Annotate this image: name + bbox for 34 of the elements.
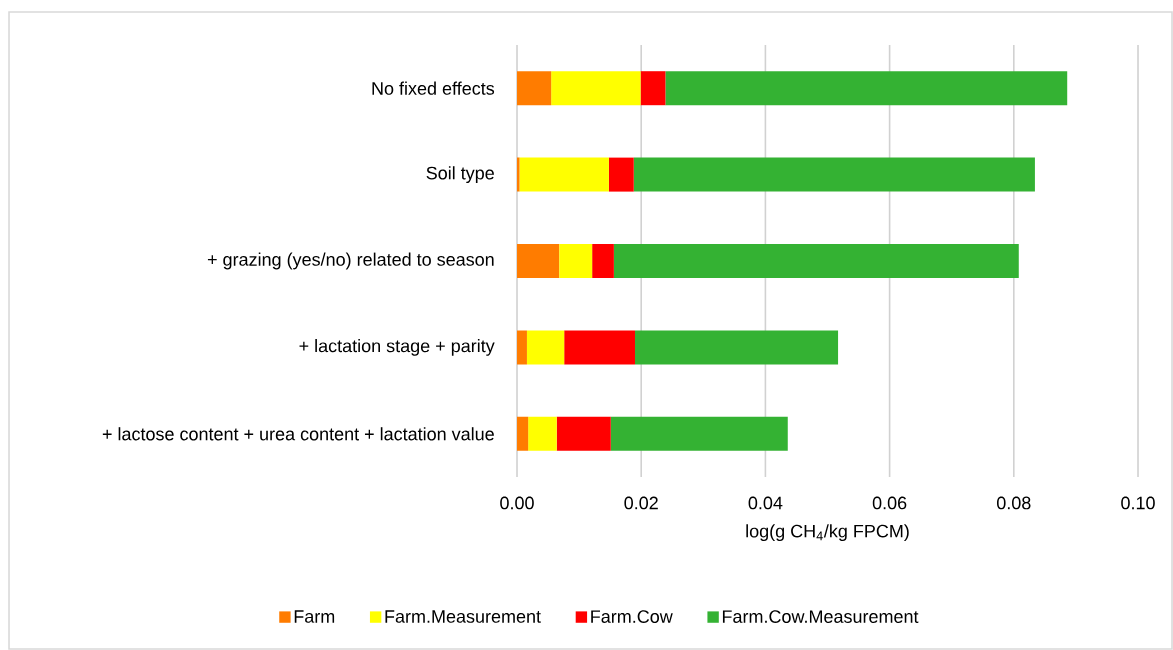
- x-axis-title: log(g CH$_{4}$/kg FPCM): [746, 524, 909, 542]
- y-tick-label: No fixed effects: [372, 81, 495, 95]
- legend-label: Farm.Cow: [591, 610, 673, 623]
- y-tick-label: Soil type: [426, 166, 494, 183]
- x-tick-label: 0.10: [1121, 496, 1155, 510]
- x-tick-label: 0.06: [872, 496, 907, 510]
- x-tick-label: 0.02: [624, 496, 658, 510]
- y-tick-label: + lactose content + urea content + lactation value: [102, 427, 494, 441]
- bar: [564, 330, 635, 365]
- bar: [634, 330, 839, 365]
- bar: [665, 71, 1068, 106]
- bar: [517, 71, 552, 106]
- bar: [640, 71, 666, 106]
- bar: [526, 330, 565, 365]
- x-tick-label: 0.08: [997, 496, 1031, 510]
- bar: [528, 416, 557, 451]
- bar: [517, 330, 527, 365]
- bar: [559, 244, 593, 279]
- bar: [517, 244, 560, 279]
- bar: [556, 416, 611, 451]
- legend-label: Farm.Measurement: [385, 610, 541, 623]
- bar: [519, 157, 609, 192]
- y-tick-label: + grazing (yes/no) related to season: [207, 252, 494, 270]
- legend-label: Farm: [294, 610, 335, 623]
- x-tick-label: 0.00: [500, 496, 534, 510]
- bar: [551, 71, 641, 106]
- bar: [592, 244, 614, 279]
- bar: [608, 157, 634, 192]
- bar: [610, 416, 788, 451]
- bar: [613, 244, 1019, 279]
- bar: [633, 157, 1035, 192]
- y-tick-label: + lactation stage + parity: [299, 339, 495, 356]
- x-tick-label: 0.04: [748, 496, 783, 510]
- legend-label: Farm.Cow.Measurement: [722, 610, 919, 623]
